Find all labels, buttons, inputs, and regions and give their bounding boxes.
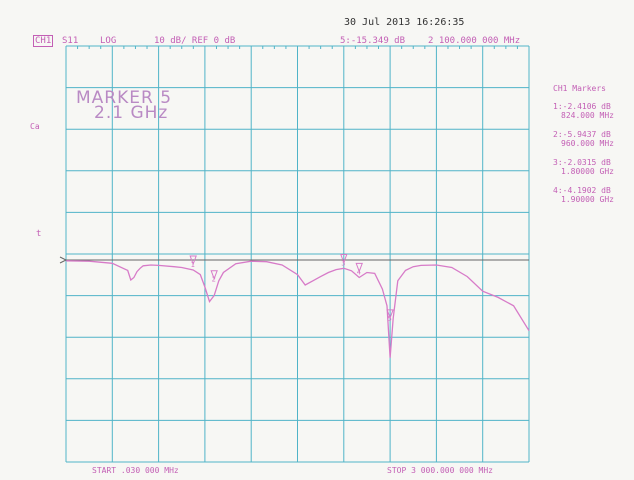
marker-number: 1 [191, 261, 195, 269]
marker-freq: 1.80000 GHz [561, 167, 614, 176]
marker-list-item: 4:-4.1902 dB 1.90000 GHz [553, 186, 614, 204]
marker-5: 5 [386, 309, 394, 323]
marker-number: 5 [388, 315, 392, 323]
marker-value: 3:-2.0315 dB [553, 158, 611, 167]
scale-ref: 10 dB/ REF 0 dB [154, 36, 236, 46]
datetime: 30 Jul 2013 16:26:35 [344, 17, 465, 28]
active-marker-display: MARKER 5 2.1 GHz [76, 88, 173, 123]
marker-triangle [189, 255, 197, 266]
marker-freq: 824.000 MHz [561, 111, 614, 120]
marker-2: 2 [210, 270, 218, 284]
start-frequency: START .030 000 MHz [92, 466, 179, 475]
marker-triangle [386, 309, 394, 320]
marker-title: MARKER 5 [76, 88, 173, 108]
marker-3: 3 [340, 253, 348, 267]
marker-list-title: CH1 Markers [553, 84, 606, 93]
s11-trace [65, 260, 530, 358]
reference-arrow [59, 256, 68, 264]
marker-number: 4 [357, 268, 361, 276]
marker-number: 3 [341, 259, 345, 267]
marker-triangle [210, 270, 218, 281]
marker-number: 2 [212, 276, 216, 284]
marker-value: 4:-4.1902 dB [553, 186, 611, 195]
marker-list-item: 3:-2.0315 dB 1.80000 GHz [553, 158, 614, 176]
marker-frequency-large: 2.1 GHz [94, 103, 169, 123]
marker-value: 2:-5.9437 dB [553, 130, 611, 139]
marker-triangle [340, 253, 348, 264]
marker-triangle [355, 262, 363, 273]
cal-indicator: Ca [30, 122, 40, 131]
marker-list-panel: CH1 Markers 1:-2.4106 dB 824.000 MHz 2:-… [553, 84, 614, 214]
marker-value: 1:-2.4106 dB [553, 102, 611, 111]
marker-frequency: 2 100.000 000 MHz [428, 36, 521, 46]
measurement-param: S11 [62, 36, 79, 46]
trigger-indicator: t [36, 229, 42, 239]
marker-readout: 5:-15.349 dB [340, 36, 406, 46]
marker-freq: 960.000 MHz [561, 139, 614, 148]
marker-list-item: 2:-5.9437 dB 960.000 MHz [553, 130, 614, 148]
graticule [65, 45, 530, 463]
channel-label: CH1 [33, 35, 54, 47]
marker-freq: 1.90000 GHz [561, 195, 614, 204]
stop-frequency: STOP 3 000.000 000 MHz [387, 466, 493, 475]
marker-1: 1 [189, 255, 197, 269]
marker-4: 4 [355, 262, 363, 276]
display-format: LOG [100, 36, 117, 46]
marker-list-item: 1:-2.4106 dB 824.000 MHz [553, 102, 614, 120]
